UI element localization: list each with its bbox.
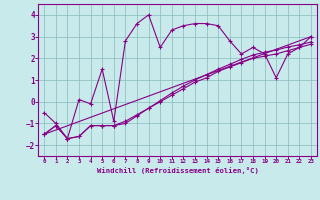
X-axis label: Windchill (Refroidissement éolien,°C): Windchill (Refroidissement éolien,°C) xyxy=(97,167,259,174)
